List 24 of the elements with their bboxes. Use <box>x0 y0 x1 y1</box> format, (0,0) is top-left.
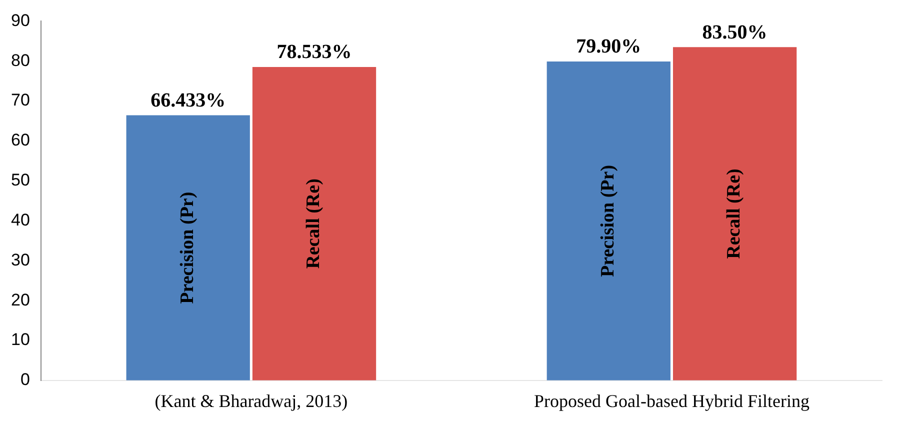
text: Recall (Re) <box>724 168 745 259</box>
y-tick-label: 10 <box>10 330 30 350</box>
text: Precision (Pr) <box>177 192 198 304</box>
y-tick-label: 80 <box>10 50 30 70</box>
y-tick-label: 30 <box>10 250 30 270</box>
y-tick-label: 90 <box>10 10 30 30</box>
y-tick-label: 60 <box>10 130 30 150</box>
y-tick-label: 0 <box>20 370 30 390</box>
y-tick-label: 20 <box>10 290 30 310</box>
data-label: 79.90% <box>576 36 642 58</box>
bar <box>252 66 376 380</box>
x-tick-label: Proposed Goal-based Hybrid Filtering <box>534 390 810 411</box>
data-label: 83.50% <box>702 21 768 44</box>
series-label: Precision (Pr) <box>598 164 619 277</box>
y-tick-label: 40 <box>10 210 30 230</box>
data-label: 66.433% <box>150 89 226 112</box>
bar <box>672 47 797 380</box>
bar <box>546 62 670 380</box>
bar <box>126 115 250 380</box>
y-tick-label: 50 <box>10 170 30 190</box>
x-tick-label: (Kant & Bharadwaj, 2013) <box>154 390 348 411</box>
series-label: Recall (Re) <box>303 178 324 269</box>
y-tick-label: 70 <box>10 90 30 110</box>
data-label: 78.533% <box>276 41 352 64</box>
